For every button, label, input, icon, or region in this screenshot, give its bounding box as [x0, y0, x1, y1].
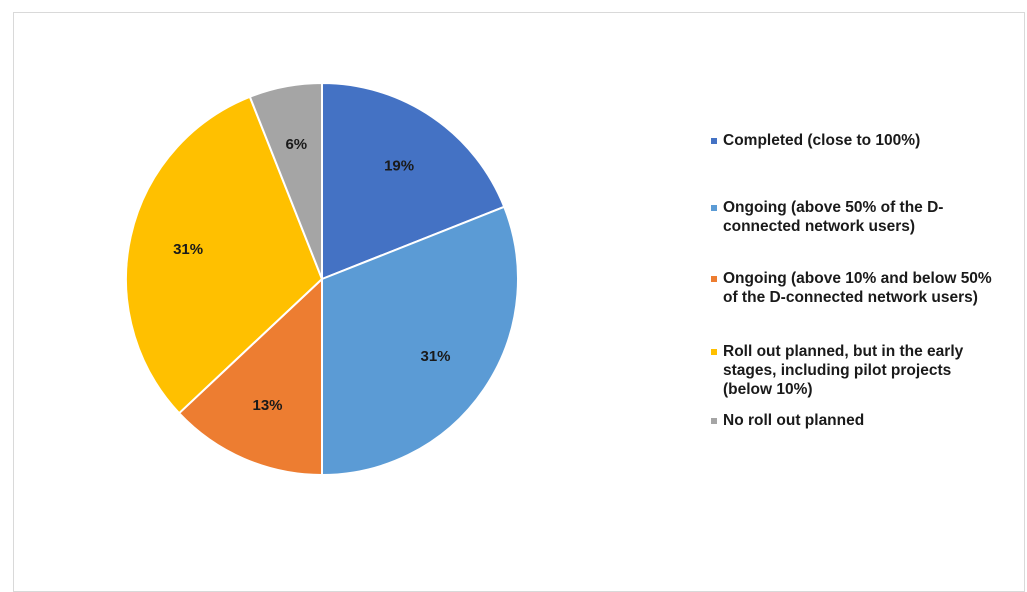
legend-label-ongoing-above-50: Ongoing (above 50% of the D- connected n… [723, 198, 943, 236]
legend-label-ongoing-10-50: Ongoing (above 10% and below 50% of the … [723, 269, 992, 307]
legend-item-ongoing-10-50: Ongoing (above 10% and below 50% of the … [711, 269, 1027, 307]
legend-item-ongoing-above-50: Ongoing (above 50% of the D- connected n… [711, 198, 1027, 236]
legend-item-roll-out-planned: Roll out planned, but in the early stage… [711, 342, 1027, 399]
legend-label-roll-out-planned: Roll out planned, but in the early stage… [723, 342, 963, 399]
data-label-ongoing-above-50: 31% [420, 348, 450, 365]
pie-chart: 19% 31% 13% 31% 6% [14, 13, 704, 573]
legend-swatch-completed [711, 138, 717, 144]
legend-swatch-roll-out-planned [711, 349, 717, 355]
data-label-roll-out-planned: 31% [173, 241, 203, 258]
data-label-completed: 19% [384, 158, 414, 175]
legend-swatch-ongoing-10-50 [711, 276, 717, 282]
legend-swatch-no-roll-out [711, 418, 717, 424]
legend-swatch-ongoing-above-50 [711, 205, 717, 211]
legend-item-no-roll-out: No roll out planned [711, 411, 1027, 430]
chart-area: 19% 31% 13% 31% 6% Completed (close to 100%)… [13, 12, 1025, 592]
data-label-ongoing-10-50: 13% [252, 397, 282, 414]
legend-label-no-roll-out: No roll out planned [723, 411, 864, 430]
data-label-no-roll-out: 6% [285, 136, 307, 153]
legend-item-completed: Completed (close to 100%) [711, 131, 1027, 150]
legend-label-completed: Completed (close to 100%) [723, 131, 920, 150]
